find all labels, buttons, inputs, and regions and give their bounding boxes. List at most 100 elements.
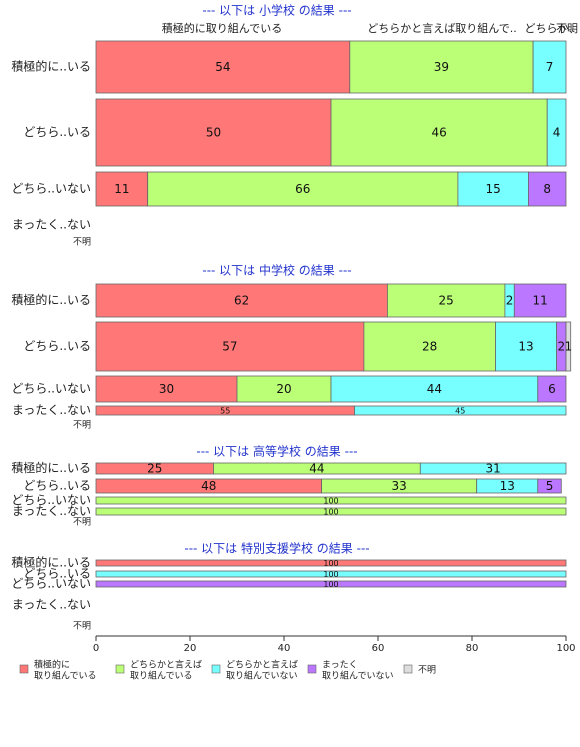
row-label: どちら..いる [23,125,91,139]
data-label: 62 [234,294,249,308]
bar-segment [95,375,238,403]
x-tick-label: 20 [184,643,197,654]
data-label: 48 [201,479,216,493]
data-label: 28 [422,340,437,354]
legend-label: まったく [322,660,358,671]
x-tick-label: 100 [556,643,575,654]
row-label: まったく..ない [12,403,91,417]
data-label: 44 [309,462,324,476]
panel-title: --- 以下は 中学校 の結果 --- [202,263,351,278]
top-category-label: 積極的に取り組んでいる [162,21,282,35]
data-label: 54 [215,60,230,74]
legend-swatch [115,664,125,674]
legend-label: どちらかと言えば [226,659,298,671]
bar-segment [363,321,496,372]
x-tick-label: 80 [466,643,479,654]
bar-segment [354,405,567,416]
data-label: 50 [206,126,221,140]
row-label: どちら..いない [11,382,91,396]
legend-swatch [307,664,317,674]
data-label: 100 [323,508,338,517]
bar-segment [386,283,506,318]
data-label: 11 [533,294,548,308]
bar-segment [95,171,149,207]
data-label: 1 [565,340,573,354]
legend-label: 取り組んでいる [130,670,193,682]
data-label: 55 [220,407,230,416]
data-label: 7 [546,60,554,74]
data-label: 4 [553,126,561,140]
bar-segment [528,171,567,207]
data-label: 30 [159,382,174,396]
bar-segment [95,570,567,578]
x-tick-label: 60 [372,643,385,654]
data-label: 66 [295,182,310,196]
data-label: 46 [431,126,446,140]
data-label: 5 [546,479,554,493]
data-label: 39 [434,60,449,74]
bar-segment [537,375,567,403]
bar-segment [236,375,332,403]
data-label: 13 [500,479,515,493]
legend-label: 積極的に [34,659,70,671]
data-label: 31 [486,462,501,476]
bar-segment [349,40,534,94]
bar-segment [537,478,562,494]
bar-segment [330,98,548,167]
row-label: 積極的に..いる [11,59,91,74]
bar-segment [419,462,567,475]
legend-label: 取り組んでいない [322,670,394,682]
panel-title: --- 以下は 特別支援学校 の結果 --- [184,541,369,556]
row-label: 積極的に..いる [11,460,91,475]
row-label: 積極的に..いる [11,292,91,307]
row-label: 積極的に..いる [11,555,91,570]
data-label: 13 [518,340,533,354]
bar-segment [532,40,567,94]
data-label: 100 [323,559,338,568]
bar-segment [95,507,567,516]
bar-segment [457,171,529,207]
legend-label: 不明 [418,665,436,676]
data-label: 25 [439,294,454,308]
data-label: 33 [392,479,407,493]
data-label: 25 [147,462,162,476]
data-label: 45 [455,407,465,416]
top-category-label: どちらか.. [525,22,576,35]
data-label: 6 [548,382,556,396]
bar-segment [95,98,332,167]
data-label: 100 [323,580,338,589]
panel-title: --- 以下は 高等学校 の結果 --- [196,444,357,459]
x-tick-label: 0 [93,643,99,654]
data-label: 20 [276,382,291,396]
row-label: 不明 [73,621,91,632]
bar-segment [95,559,567,567]
legend-swatch [211,664,221,674]
bar-segment [330,375,539,403]
x-tick-label: 40 [278,643,291,654]
legend-swatch [19,664,29,674]
row-label: どちら..いない [11,493,91,507]
row-label: どちら..いない [11,182,91,196]
row-label: どちら..いる [23,567,91,581]
data-label: 100 [323,570,338,579]
row-label: まったく..ない [12,504,91,518]
data-label: 2 [557,340,565,354]
data-label: 11 [114,182,129,196]
top-category-label: どちらかと言えば取り組んで.. [367,22,516,35]
panel-title: --- 以下は 小学校 の結果 --- [202,3,351,18]
top-category-label: 不明 [556,22,578,35]
bar-segment [546,98,567,167]
bar-segment [495,321,557,372]
bar-segment [95,283,388,318]
row-label: 不明 [73,237,91,248]
bar-segment [513,283,567,318]
bar-segment [147,171,459,207]
bar-segment [95,321,365,372]
data-label: 57 [222,340,237,354]
row-label: どちら..いる [23,479,91,493]
legend-label: どちらかと言えば [130,659,202,671]
row-label: どちら..いない [11,577,91,591]
data-label: 100 [323,497,338,506]
bar-segment [95,496,567,505]
